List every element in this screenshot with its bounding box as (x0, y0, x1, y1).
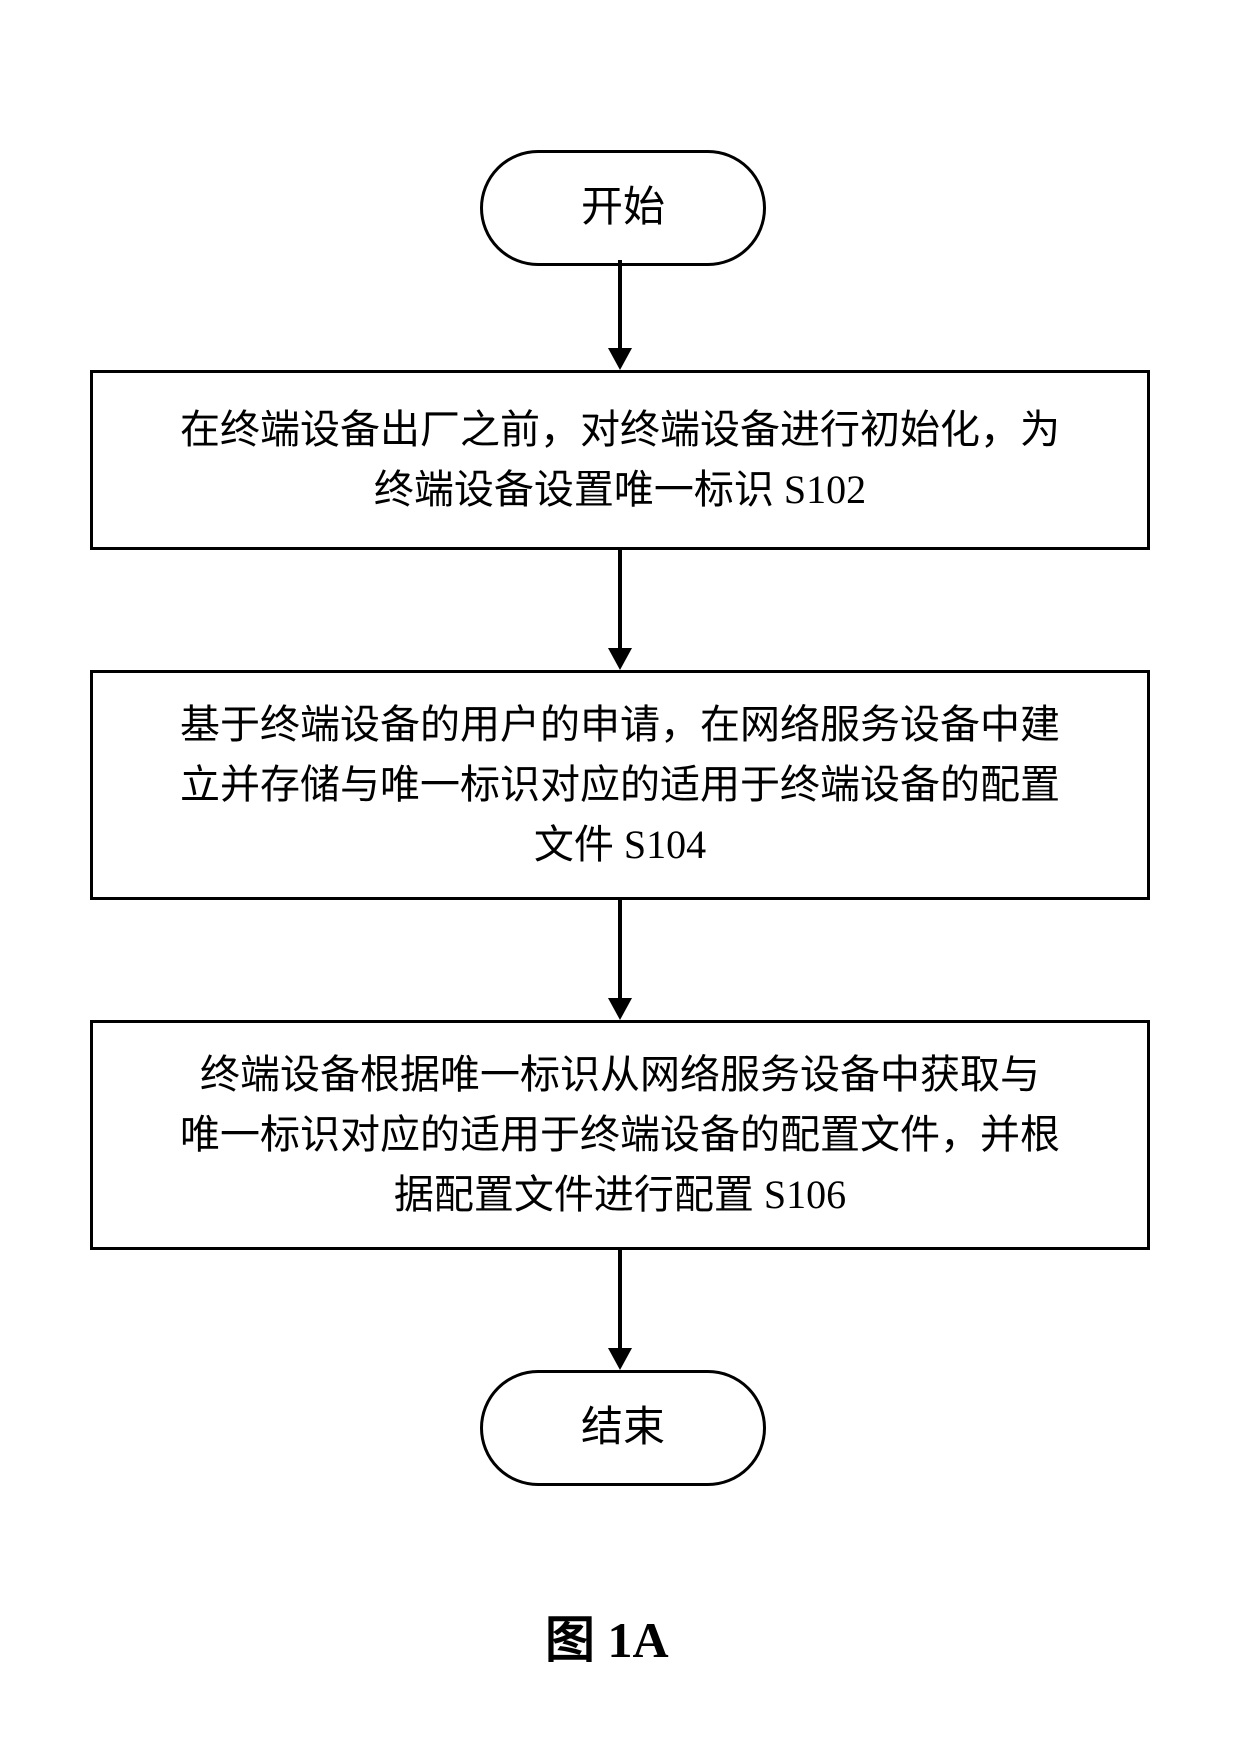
end-node: 结束 (480, 1370, 766, 1486)
process-s104: 基于终端设备的用户的申请，在网络服务设备中建 立并存储与唯一标识对应的适用于终端… (90, 670, 1150, 900)
process-s104-text: 基于终端设备的用户的申请，在网络服务设备中建 立并存储与唯一标识对应的适用于终端… (180, 695, 1060, 875)
flowchart-canvas: 开始 在终端设备出厂之前，对终端设备进行初始化，为 终端设备设置唯一标识 S10… (0, 0, 1242, 1745)
start-label: 开始 (581, 177, 665, 240)
edge-s102-s104-head (608, 648, 632, 670)
edge-s104-s106-head (608, 998, 632, 1020)
edge-s106-end-head (608, 1348, 632, 1370)
edge-s102-s104 (618, 550, 622, 648)
process-s102: 在终端设备出厂之前，对终端设备进行初始化，为 终端设备设置唯一标识 S102 (90, 370, 1150, 550)
process-s106: 终端设备根据唯一标识从网络服务设备中获取与 唯一标识对应的适用于终端设备的配置文… (90, 1020, 1150, 1250)
edge-s106-end (618, 1250, 622, 1348)
process-s106-text: 终端设备根据唯一标识从网络服务设备中获取与 唯一标识对应的适用于终端设备的配置文… (180, 1045, 1060, 1225)
edge-start-s102-head (608, 348, 632, 370)
end-label: 结束 (581, 1397, 665, 1460)
figure-caption: 图 1A (545, 1600, 669, 1672)
edge-start-s102 (618, 260, 622, 348)
start-node: 开始 (480, 150, 766, 266)
edge-s104-s106 (618, 900, 622, 998)
process-s102-text: 在终端设备出厂之前，对终端设备进行初始化，为 终端设备设置唯一标识 S102 (180, 400, 1060, 520)
